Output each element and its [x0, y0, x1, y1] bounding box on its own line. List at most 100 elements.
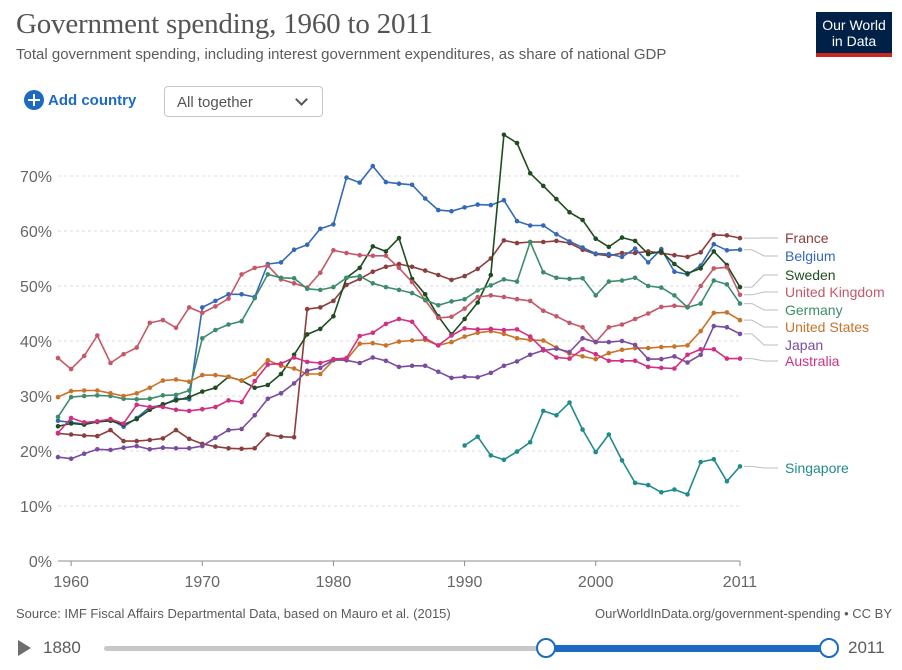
data-point-united-kingdom: [331, 248, 336, 253]
data-point-united-kingdom: [462, 306, 467, 311]
timeline-track[interactable]: [104, 646, 828, 651]
data-point-japan: [606, 339, 612, 345]
data-point-united-states: [593, 356, 598, 362]
data-point-united-kingdom: [724, 265, 730, 270]
y-tick-label: 0%: [29, 554, 52, 571]
data-point-united-kingdom: [108, 360, 113, 366]
credit-link[interactable]: OurWorldInData.org/government-spending •…: [595, 606, 892, 621]
data-point-germany: [304, 286, 310, 292]
x-tick-label: 1990: [447, 574, 483, 591]
data-point-japan: [108, 447, 113, 453]
data-point-united-kingdom: [95, 333, 100, 338]
y-tick-label: 70%: [20, 169, 52, 186]
data-point-australia: [318, 360, 323, 366]
data-point-united-states: [147, 385, 153, 391]
data-point-australia: [593, 351, 598, 357]
data-point-japan: [200, 443, 205, 449]
data-point-united-states: [121, 393, 126, 399]
data-point-germany: [645, 283, 651, 289]
data-point-japan: [659, 356, 664, 362]
data-point-australia: [475, 327, 481, 332]
data-point-united-states: [619, 347, 625, 353]
data-point-singapore: [580, 427, 585, 432]
data-point-germany: [239, 318, 244, 324]
data-point-france: [619, 250, 625, 256]
data-point-united-kingdom: [632, 316, 638, 322]
timeline-start-handle[interactable]: [536, 638, 556, 658]
data-point-australia: [357, 333, 363, 339]
data-point-belgium: [672, 269, 677, 275]
data-point-united-states: [606, 350, 612, 356]
data-point-united-kingdom: [554, 314, 559, 319]
data-point-france: [226, 446, 231, 451]
data-point-united-kingdom: [698, 283, 703, 289]
data-point-sweden: [632, 238, 638, 244]
series-line-united-states: [57, 311, 741, 398]
data-point-australia: [527, 334, 533, 339]
data-point-france: [514, 240, 520, 246]
data-point-sweden: [645, 251, 651, 257]
data-point-japan: [121, 445, 126, 451]
data-point-belgium: [554, 232, 559, 237]
data-point-sweden: [252, 385, 257, 391]
data-point-japan: [370, 355, 376, 360]
data-point-france: [554, 238, 559, 244]
series-line-belgium: [57, 165, 741, 428]
timeline-end-label: 2011: [848, 638, 885, 657]
data-point-united-states: [226, 374, 231, 380]
data-point-united-kingdom: [147, 320, 153, 326]
add-country-button[interactable]: Add country: [24, 90, 136, 110]
logo-red-bar: [816, 53, 892, 57]
data-point-united-kingdom: [383, 253, 389, 259]
data-point-singapore: [475, 434, 481, 440]
data-point-united-kingdom: [226, 296, 231, 301]
data-point-united-kingdom: [396, 265, 402, 271]
data-point-sweden: [318, 326, 323, 332]
data-point-belgium: [318, 226, 323, 232]
data-point-belgium: [370, 163, 376, 169]
data-point-united-states: [357, 341, 363, 347]
legend-label-sweden: Sweden: [785, 267, 836, 283]
data-point-france: [672, 252, 677, 258]
data-point-france: [383, 264, 389, 270]
data-point-germany: [514, 279, 520, 284]
data-point-france: [173, 427, 179, 433]
series-line-singapore: [464, 401, 741, 496]
data-point-japan: [449, 375, 454, 381]
data-point-australia: [449, 333, 454, 338]
data-point-japan: [698, 352, 703, 358]
data-point-united-states: [724, 310, 730, 315]
data-point-germany: [160, 393, 166, 398]
data-point-france: [278, 434, 284, 440]
data-point-australia: [173, 407, 179, 413]
data-point-united-kingdom: [619, 322, 625, 327]
data-point-germany: [252, 295, 257, 301]
data-point-australia: [737, 356, 743, 361]
data-point-belgium: [632, 246, 638, 251]
data-point-united-kingdom: [606, 325, 612, 330]
source-note[interactable]: Source: IMF Fiscal Affairs Departmental …: [16, 606, 451, 621]
data-point-united-kingdom: [121, 351, 126, 357]
data-point-japan: [554, 346, 559, 352]
data-point-germany: [436, 303, 441, 308]
data-point-france: [698, 250, 703, 255]
data-point-france: [121, 438, 126, 444]
play-icon[interactable]: [18, 640, 31, 656]
facet-select[interactable]: All together: [164, 86, 323, 117]
data-point-sweden: [619, 235, 625, 240]
data-point-united-states: [645, 345, 651, 351]
data-point-united-states: [685, 343, 690, 348]
data-point-japan: [278, 391, 284, 396]
data-point-japan: [147, 447, 153, 452]
data-point-sweden: [475, 300, 481, 305]
data-point-united-kingdom: [173, 325, 179, 331]
data-point-united-states: [383, 343, 389, 348]
data-point-japan: [357, 360, 363, 366]
owid-logo[interactable]: Our World in Data: [816, 12, 892, 57]
data-point-united-kingdom: [344, 250, 349, 256]
timeline-end-handle[interactable]: [819, 638, 839, 658]
data-point-belgium: [514, 218, 520, 224]
data-point-singapore: [711, 457, 717, 462]
data-point-australia: [95, 419, 100, 424]
data-point-australia: [711, 347, 717, 352]
